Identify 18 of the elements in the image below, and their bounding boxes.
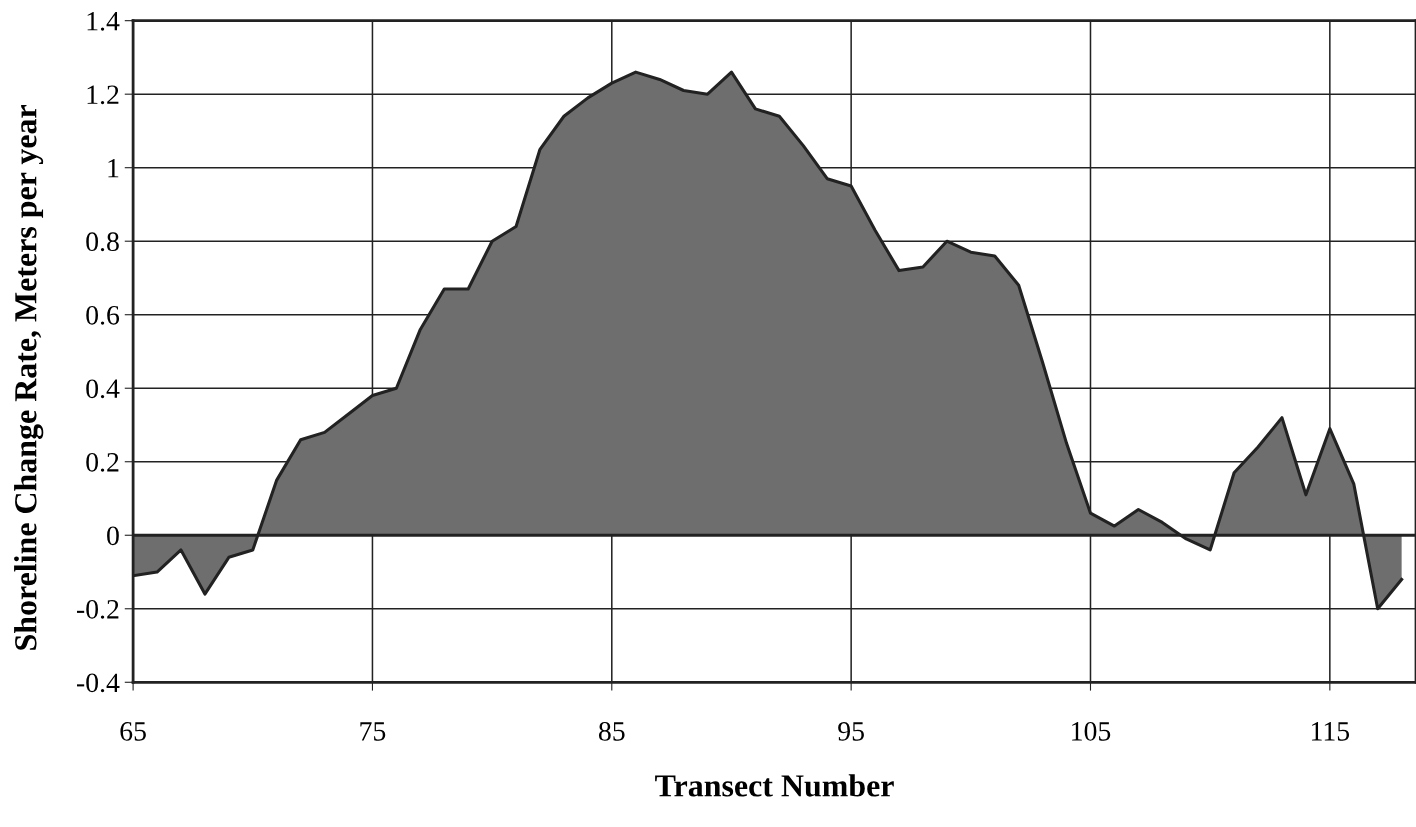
y-tick-label: 1 <box>108 159 119 178</box>
y-tick-label: 0.4 <box>86 379 120 399</box>
x-tick-label: 105 <box>1072 721 1111 741</box>
y-tick-label: 0.6 <box>86 305 120 325</box>
x-tick-label: 75 <box>360 722 386 741</box>
x-tick-label: 65 <box>120 722 146 741</box>
y-axis-title: Shoreline Change Rate, Meters per year <box>14 105 44 650</box>
y-tick-label: 0 <box>107 526 119 546</box>
x-tick-label: 95 <box>838 722 864 741</box>
x-axis-title: Transect Number <box>655 774 894 797</box>
y-tick-label: 0.8 <box>86 232 119 252</box>
y-tick-label: 1.2 <box>87 85 119 105</box>
y-tick-label: 1.4 <box>87 11 120 31</box>
y-tick-label: -0.2 <box>76 599 119 619</box>
y-tick-label: 0.2 <box>86 452 119 472</box>
y-tick-label: -0.4 <box>76 673 120 693</box>
x-tick-label: 85 <box>598 721 625 741</box>
x-tick-label: 115 <box>1311 722 1350 741</box>
